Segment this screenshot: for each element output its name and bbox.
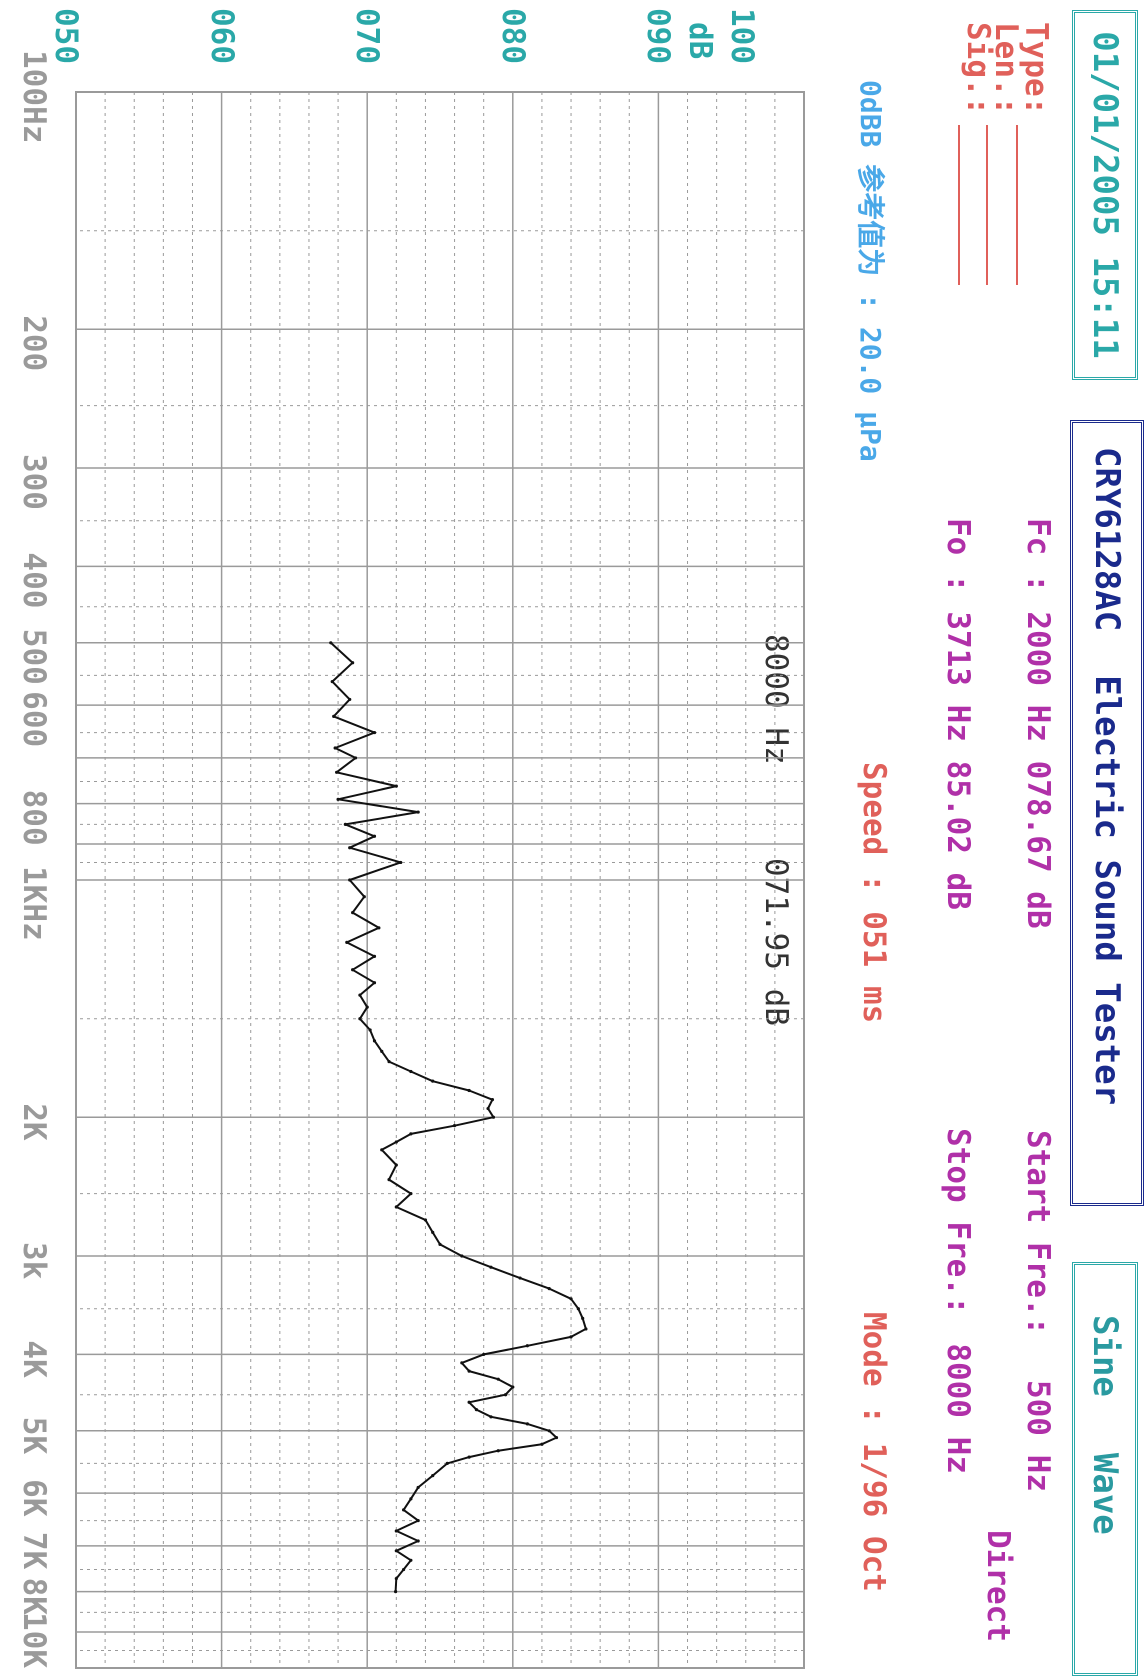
data-point [401, 1567, 406, 1572]
data-point [377, 926, 381, 930]
data-point [336, 797, 340, 801]
data-point [409, 1191, 413, 1196]
data-point [380, 1148, 384, 1152]
data-point [329, 641, 333, 645]
data-point [394, 1576, 398, 1581]
data-point [372, 1039, 377, 1043]
data-point [358, 993, 362, 997]
data-point [343, 822, 347, 826]
data-point [467, 1088, 471, 1093]
data-point [496, 1377, 500, 1381]
data-point [348, 878, 352, 882]
data-point [372, 834, 377, 838]
data-point [460, 1254, 464, 1258]
data-point [467, 1400, 471, 1404]
data-point [547, 1429, 551, 1433]
data-point [491, 1115, 496, 1119]
data-point [348, 697, 352, 702]
data-point [467, 1455, 471, 1459]
data-point [525, 1344, 529, 1348]
data-point [431, 1230, 435, 1234]
data-point [511, 1385, 515, 1389]
data-point [394, 1205, 398, 1209]
data-point [569, 1297, 573, 1301]
data-point [394, 1529, 398, 1533]
data-point [351, 911, 355, 915]
data-point [335, 770, 339, 774]
data-point [368, 1028, 372, 1032]
data-point [380, 1049, 384, 1053]
data-point [452, 1124, 457, 1128]
data-point [540, 1442, 544, 1446]
data-point [393, 1590, 398, 1594]
data-point [351, 661, 355, 665]
data-point [490, 1098, 495, 1102]
data-point [438, 1242, 442, 1246]
data-point [445, 1461, 449, 1466]
data-point [345, 940, 349, 944]
data-point [569, 1335, 573, 1339]
data-point [518, 1276, 522, 1280]
data-point [372, 730, 377, 735]
data-point [330, 679, 334, 684]
data-point [554, 1435, 559, 1440]
data-point [387, 1059, 391, 1064]
data-point [409, 1132, 413, 1136]
data-point [362, 895, 366, 899]
data-point [474, 1408, 478, 1412]
data-point [581, 1316, 585, 1320]
data-point [333, 746, 337, 750]
response-curve [330, 642, 587, 1592]
data-point [372, 981, 377, 985]
data-point [576, 1307, 580, 1311]
data-point [358, 1017, 362, 1021]
data-point [416, 810, 420, 814]
data-point [394, 784, 398, 788]
data-point [460, 1361, 464, 1365]
data-point [416, 1539, 420, 1543]
data-point [353, 756, 358, 760]
data-point [423, 1218, 428, 1222]
data-point [372, 954, 377, 958]
data-point [409, 1497, 413, 1501]
data-point [431, 1079, 435, 1083]
data-point [482, 1352, 486, 1357]
data-point [496, 1449, 500, 1453]
data-point [489, 1265, 493, 1269]
data-point [401, 1508, 406, 1512]
data-point [584, 1327, 588, 1331]
data-point [348, 846, 352, 850]
data-point [409, 1558, 413, 1562]
data-point [431, 1474, 435, 1478]
data-point [365, 1005, 369, 1009]
data-point [489, 1415, 493, 1419]
data-point [332, 714, 336, 719]
data-point [525, 1422, 529, 1426]
data-point [409, 1069, 413, 1074]
data-point [503, 1393, 508, 1397]
data-point [416, 1518, 420, 1523]
data-point [467, 1369, 471, 1373]
data-point [394, 1163, 398, 1167]
data-point [416, 1485, 420, 1490]
data-point [351, 968, 355, 972]
data-point [394, 1140, 398, 1144]
data-point [387, 1178, 391, 1182]
data-point [394, 1549, 398, 1553]
data-point [547, 1286, 551, 1291]
data-point [399, 860, 403, 865]
data-point [486, 1106, 490, 1111]
